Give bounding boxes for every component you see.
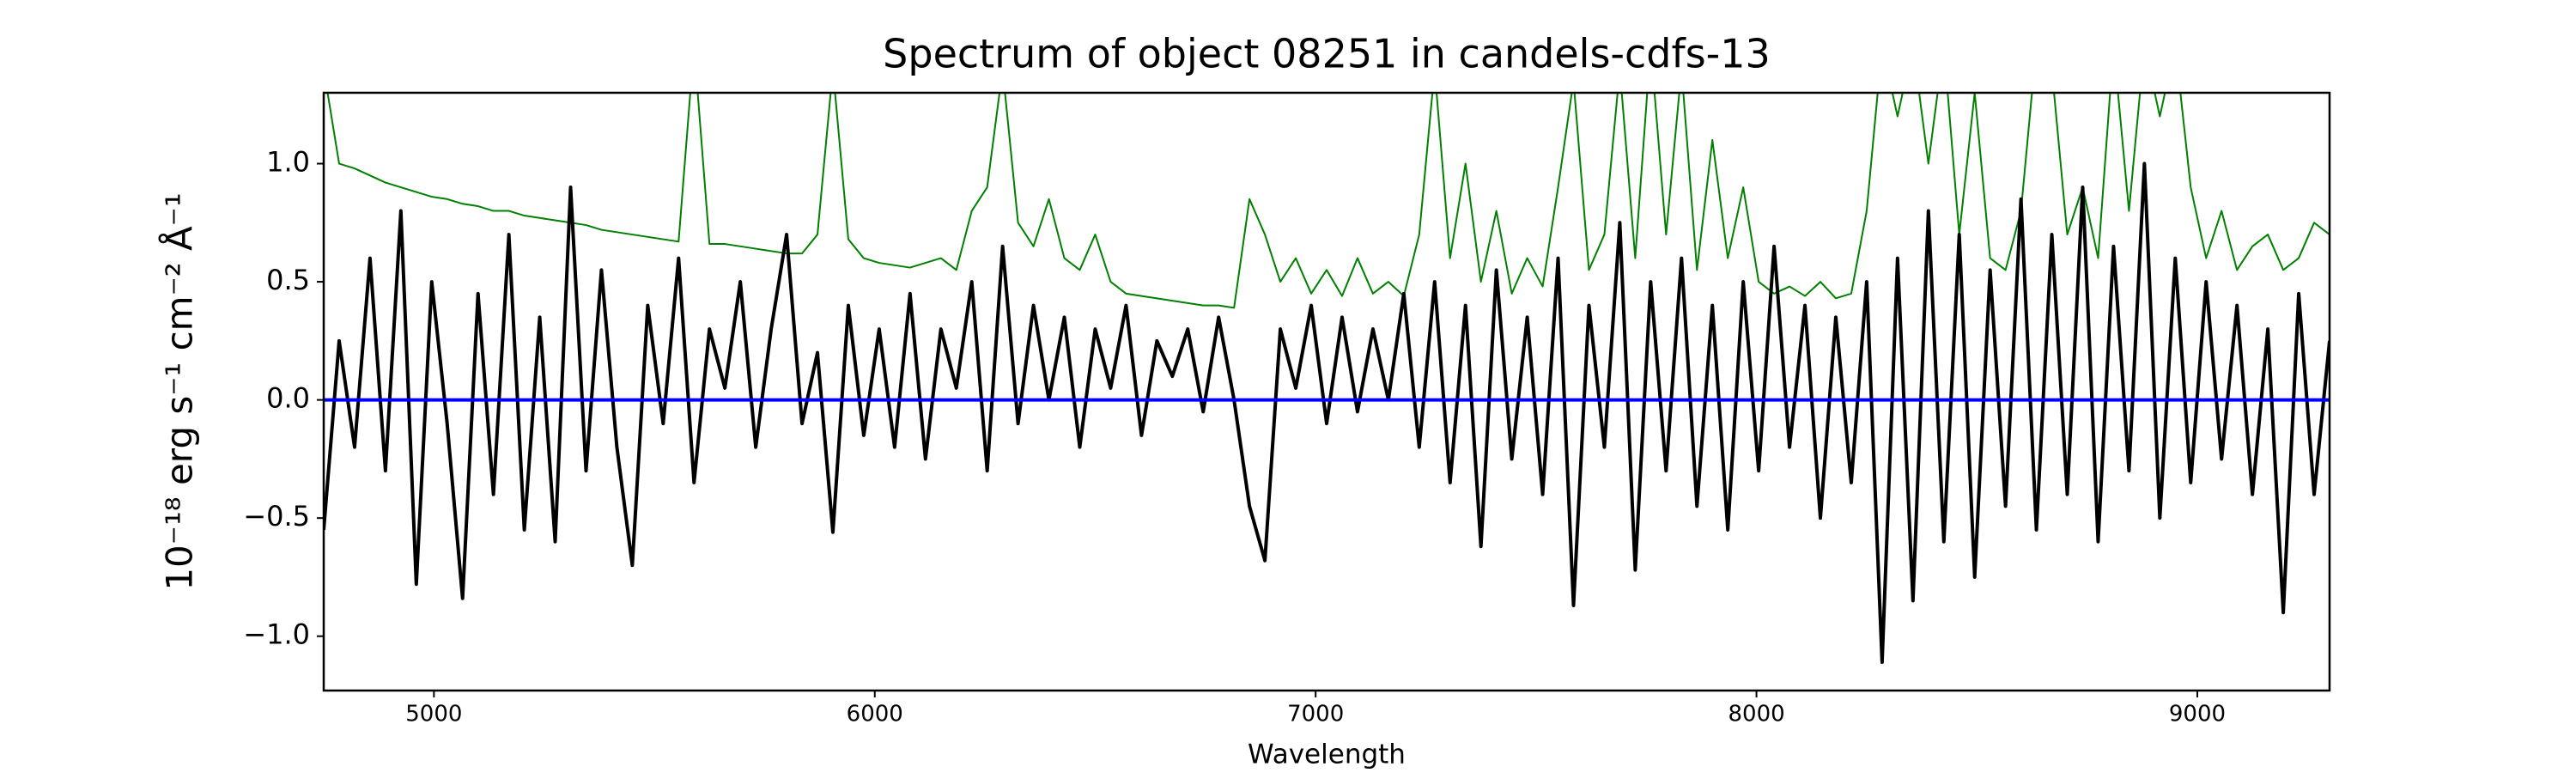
x-tick-label: 8000 [1728,702,1784,727]
y-tick-label: 1.0 [266,146,310,179]
x-tick-label: 9000 [2169,702,2226,727]
plot-area [324,93,2330,664]
x-axis-label: Wavelength [1248,740,1406,770]
y-tick-label: −1.0 [243,618,310,651]
spectrum-line [326,93,2330,309]
y-tick-label: −0.5 [243,500,310,533]
x-tick-label: 6000 [847,702,903,727]
plot-frame [322,91,2331,692]
x-tick-label: 5000 [405,702,462,727]
spectrum-line [324,161,2330,664]
x-tick-label: 7000 [1287,702,1344,727]
chart-title: Spectrum of object 08251 in candels-cdfs… [883,31,1771,77]
y-tick-label: 0.5 [266,264,310,296]
y-tick-label: 0.0 [266,382,310,415]
y-axis-label: 10⁻¹⁸ erg s⁻¹ cm⁻² Å⁻¹ [158,192,201,590]
